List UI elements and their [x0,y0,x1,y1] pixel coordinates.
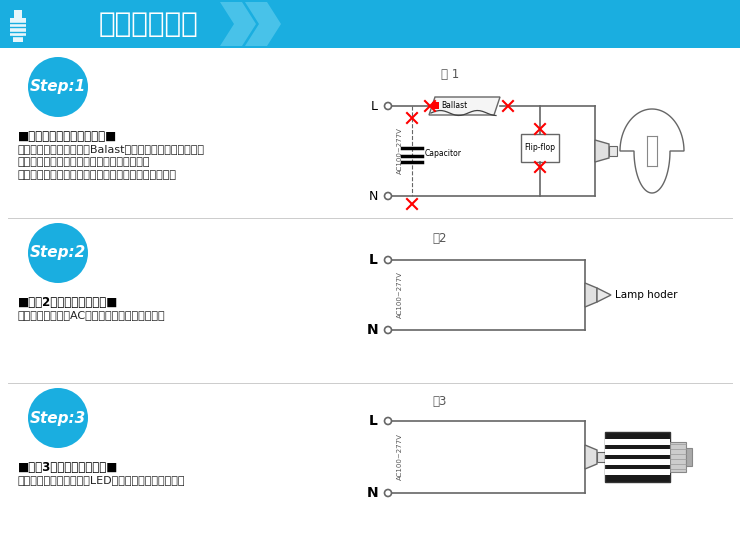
Text: AC100~277V: AC100~277V [397,434,403,481]
Polygon shape [429,97,500,115]
Polygon shape [595,140,609,162]
Circle shape [28,388,88,448]
Text: Ballast: Ballast [441,101,467,109]
Text: N: N [369,190,378,202]
Text: 図 1: 図 1 [441,68,459,81]
Bar [0,0,740,48]
Bar [10,18,26,36]
Text: Step:3: Step:3 [30,410,86,425]
Bar [605,469,670,475]
Polygon shape [245,2,281,46]
Text: AC100~277V: AC100~277V [397,128,403,174]
Text: L: L [369,253,378,267]
Circle shape [28,223,88,283]
Text: Capacitor: Capacitor [425,149,462,159]
Text: 取り付け方法: 取り付け方法 [98,10,198,38]
Polygon shape [620,109,684,193]
Text: 撤去した安定器は、法律に従って廃棄してください。: 撤去した安定器は、法律に従って廃棄してください。 [18,170,177,180]
Text: 最初に照明用の安定器（Balast）とランプホルダーの間の: 最初に照明用の安定器（Balast）とランプホルダーの間の [18,144,205,154]
Text: N: N [366,486,378,500]
Polygon shape [597,288,611,302]
Bar [605,432,670,482]
Polygon shape [585,283,597,307]
Text: ■右図１をご参照ください■: ■右図１をご参照ください■ [18,130,117,143]
Bar [605,439,670,445]
Bar [13,35,23,42]
Text: Flip-flop: Flip-flop [525,143,556,153]
Text: 図3: 図3 [433,395,447,408]
Bar [432,102,439,109]
Text: ■右図2をご参照ください■: ■右図2をご参照ください■ [18,296,118,309]
Text: 図2: 図2 [433,232,447,245]
Bar [597,452,605,462]
Text: 配線加工が済んでから、LEDランプを取り付けます。: 配線加工が済んでから、LEDランプを取り付けます。 [18,475,186,485]
Text: ケーブルを切断し、安定器を取り出します。: ケーブルを切断し、安定器を取り出します。 [18,157,150,167]
Text: Step:2: Step:2 [30,246,86,260]
Text: Step:1: Step:1 [30,80,86,95]
Bar [521,134,559,162]
Text: N: N [366,323,378,337]
Text: L: L [371,100,378,112]
Text: Lamp hoder: Lamp hoder [615,290,678,300]
Text: L: L [369,414,378,428]
Text: AC100~277V: AC100~277V [397,272,403,319]
Bar [14,10,22,18]
Bar [605,459,670,465]
Text: ランプホルダーとAC電源側を直接接続します。: ランプホルダーとAC電源側を直接接続します。 [18,310,166,320]
Polygon shape [585,445,597,469]
Bar [605,449,670,455]
Circle shape [28,57,88,117]
Bar [609,146,617,156]
Bar [686,448,692,466]
Polygon shape [220,2,256,46]
Text: ■右図3をご参照ください■: ■右図3をご参照ください■ [18,461,118,474]
Bar [670,442,686,472]
